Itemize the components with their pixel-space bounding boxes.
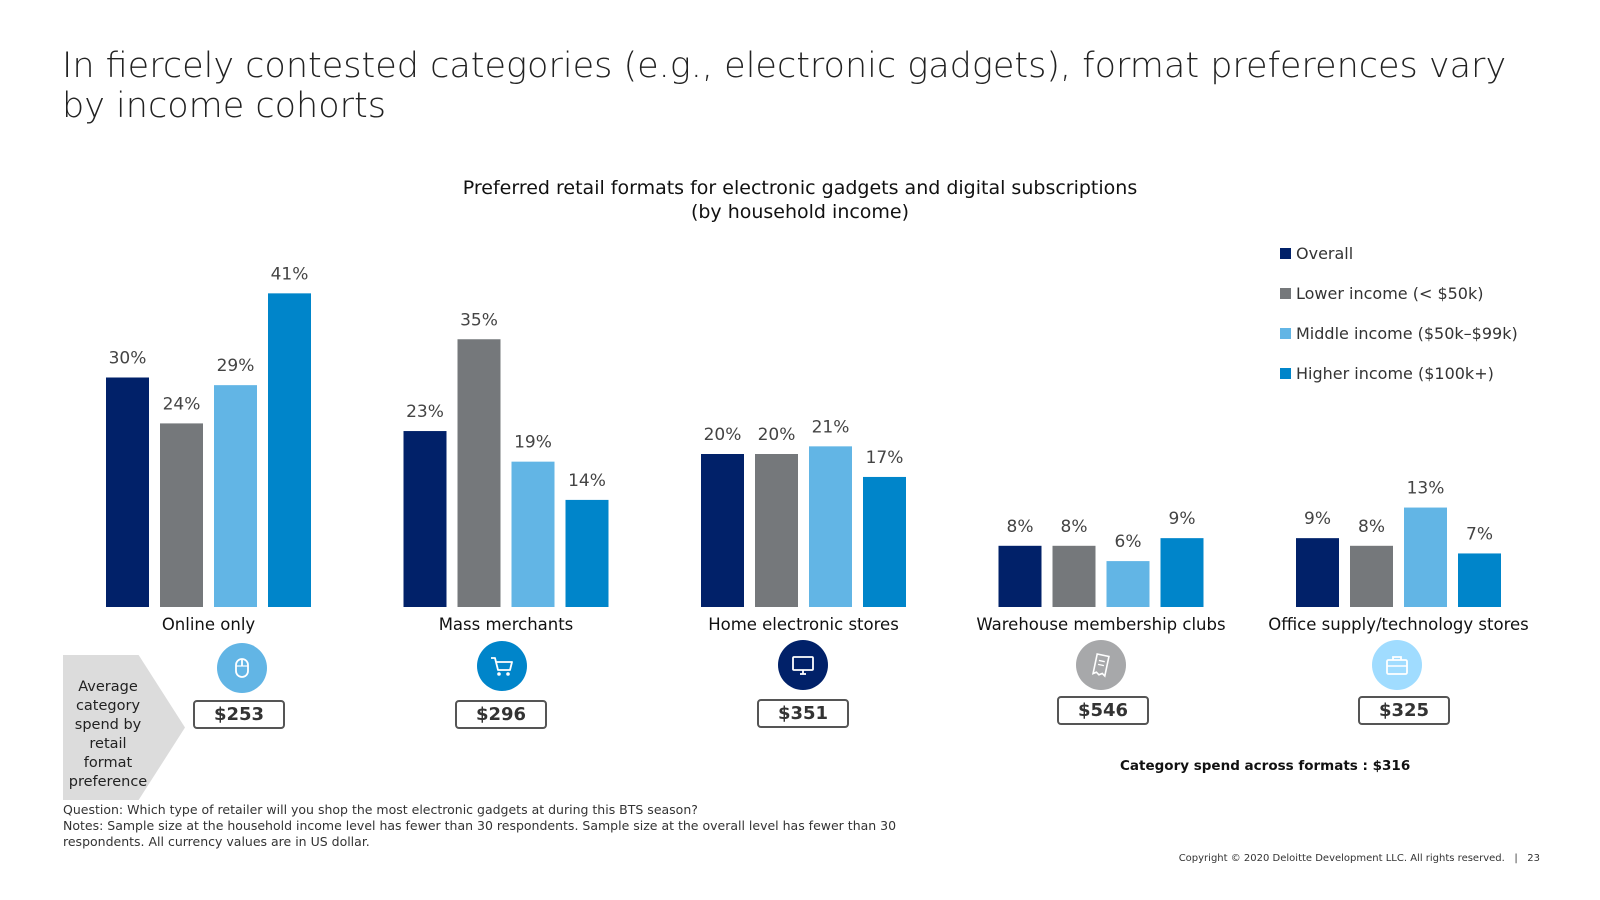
slide-title: In fiercely contested categories (e.g., …	[62, 46, 1507, 126]
sample-notes: Notes: Sample size at the household inco…	[63, 818, 897, 849]
format-icon-mass-merchants	[477, 641, 527, 691]
legend-label: Higher income ($100k+)	[1296, 363, 1494, 383]
bar-office-supply-technology-stores-series-2	[1404, 507, 1447, 607]
data-label-office-supply-technology-stores-series-2: 13%	[1407, 479, 1445, 499]
bar-online-only-series-3	[268, 293, 311, 607]
bar-home-electronic-stores-series-1	[755, 454, 798, 607]
spend-arrow-label: Average category spend by retail format …	[68, 679, 148, 790]
bar-home-electronic-stores-series-2	[809, 446, 852, 607]
legend-item-overall: Overall	[1280, 243, 1518, 263]
spend-value-online: $253	[193, 700, 285, 729]
spend-value-home-electronics: $351	[757, 699, 849, 728]
chart-title-block: Preferred retail formats for electronic …	[400, 176, 1200, 224]
data-label-warehouse-membership-clubs-series-3: 9%	[1169, 509, 1196, 529]
format-icon-online	[217, 643, 267, 693]
spend-value-warehouse-clubs: $546	[1057, 696, 1149, 725]
chart-subtitle: (by household income)	[690, 201, 910, 223]
footnotes: Question: Which type of retailer will yo…	[63, 802, 923, 850]
data-label-warehouse-membership-clubs-series-1: 8%	[1061, 517, 1088, 537]
data-label-office-supply-technology-stores-series-1: 8%	[1358, 517, 1385, 537]
receipt-icon	[1091, 653, 1110, 678]
spend-value-office-supply: $325	[1358, 696, 1450, 725]
bar-chart: 30% 24% 29% 41% Online only 23% 35% 19% 14% Mass …	[106, 264, 1529, 634]
data-label-mass-merchants-series-2: 19%	[514, 433, 552, 453]
data-label-home-electronic-stores-series-0: 20%	[704, 425, 742, 445]
shopping-cart-icon	[491, 657, 513, 676]
legend-swatch	[1280, 247, 1291, 259]
data-label-mass-merchants-series-0: 23%	[406, 402, 444, 422]
format-icon-office-supply	[1372, 640, 1422, 690]
total-category-spend: Category spend across formats : $316	[1120, 758, 1411, 774]
page-number: 23	[1527, 853, 1540, 864]
legend-item-lower-income: Lower income (< $50k)	[1280, 283, 1518, 303]
copyright: Copyright © 2020 Deloitte Development LL…	[1179, 853, 1540, 864]
category-label-warehouse-membership-clubs: Warehouse membership clubs	[976, 615, 1225, 634]
mouse-icon	[235, 658, 249, 678]
bar-online-only-series-1	[160, 423, 203, 607]
legend-swatch	[1280, 287, 1291, 299]
data-label-mass-merchants-series-3: 14%	[568, 471, 606, 491]
bar-office-supply-technology-stores-series-1	[1350, 545, 1393, 607]
bar-mass-merchants-series-1	[457, 339, 501, 607]
data-label-home-electronic-stores-series-3: 17%	[866, 448, 904, 468]
bar-warehouse-membership-clubs-series-2	[1106, 561, 1150, 607]
bar-office-supply-technology-stores-series-0	[1296, 538, 1339, 607]
legend-label: Lower income (< $50k)	[1296, 283, 1484, 303]
format-icon-warehouse-clubs	[1076, 640, 1126, 690]
bar-online-only-series-2	[214, 385, 257, 607]
spend-value-mass-merchants: $296	[455, 700, 547, 729]
bar-office-supply-technology-stores-series-3	[1458, 553, 1501, 607]
category-label-mass-merchants: Mass merchants	[439, 615, 574, 634]
data-label-office-supply-technology-stores-series-3: 7%	[1466, 524, 1493, 544]
copyright-text: Copyright © 2020 Deloitte Development LL…	[1178, 853, 1505, 864]
category-label-home-electronic-stores: Home electronic stores	[708, 615, 899, 634]
data-label-warehouse-membership-clubs-series-0: 8%	[1007, 517, 1034, 537]
chart-legend: Overall Lower income (< $50k) Middle inc…	[1280, 243, 1518, 403]
bar-home-electronic-stores-series-3	[863, 476, 906, 607]
category-label-online-only: Online only	[162, 615, 256, 634]
briefcase-icon	[1386, 656, 1408, 675]
legend-swatch	[1280, 327, 1291, 339]
survey-question: Question: Which type of retailer will yo…	[63, 802, 698, 817]
data-label-online-only-series-1: 24%	[163, 394, 201, 414]
bar-warehouse-membership-clubs-series-1	[1052, 545, 1096, 607]
data-label-warehouse-membership-clubs-series-2: 6%	[1115, 532, 1142, 552]
data-label-online-only-series-0: 30%	[109, 349, 147, 369]
legend-label: Middle income ($50k–$99k)	[1296, 323, 1518, 343]
separator: |	[1507, 853, 1525, 864]
data-label-home-electronic-stores-series-2: 21%	[812, 417, 850, 437]
bar-mass-merchants-series-0	[403, 431, 447, 607]
bar-warehouse-membership-clubs-series-3	[1160, 538, 1204, 607]
monitor-icon	[792, 656, 814, 675]
bar-mass-merchants-series-2	[511, 461, 555, 607]
bar-mass-merchants-series-3	[565, 499, 609, 607]
data-label-mass-merchants-series-1: 35%	[460, 310, 498, 330]
chart-title: Preferred retail formats for electronic …	[462, 177, 1138, 199]
format-icon-home-electronics	[778, 640, 828, 690]
data-label-office-supply-technology-stores-series-0: 9%	[1304, 509, 1331, 529]
data-label-home-electronic-stores-series-1: 20%	[758, 425, 796, 445]
legend-label: Overall	[1296, 243, 1354, 263]
legend-swatch	[1280, 367, 1291, 379]
bar-home-electronic-stores-series-0	[701, 454, 744, 607]
data-label-online-only-series-3: 41%	[271, 264, 309, 284]
category-label-office-supply-technology-stores: Office supply/technology stores	[1268, 615, 1529, 634]
bar-warehouse-membership-clubs-series-0	[998, 545, 1042, 607]
bar-online-only-series-0	[106, 377, 149, 607]
data-label-online-only-series-2: 29%	[217, 356, 255, 376]
legend-item-middle-income: Middle income ($50k–$99k)	[1280, 323, 1518, 343]
legend-item-higher-income: Higher income ($100k+)	[1280, 363, 1518, 383]
